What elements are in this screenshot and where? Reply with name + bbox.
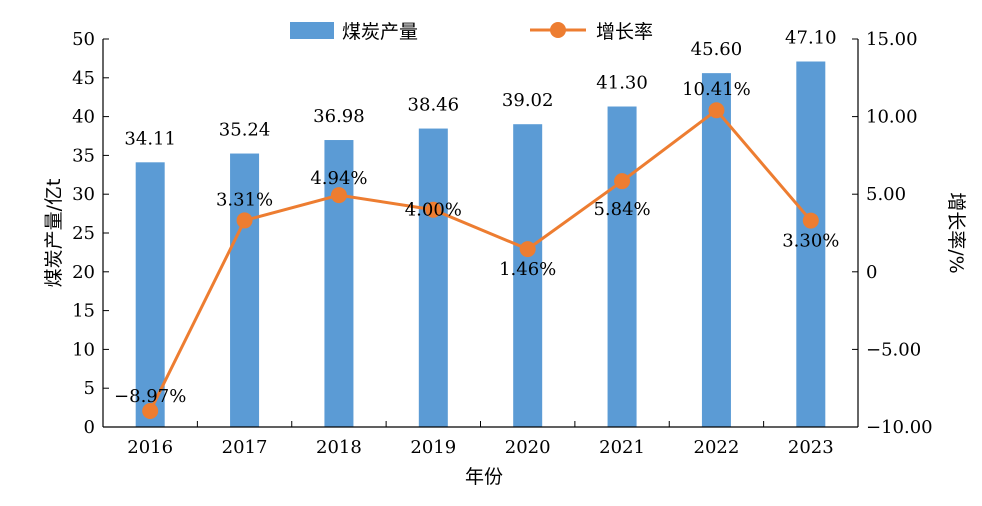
y-tick-label: 25 bbox=[72, 223, 95, 244]
line-series bbox=[142, 102, 819, 420]
x-tick-label: 2020 bbox=[505, 437, 551, 458]
legend: 煤炭产量 增长率 bbox=[290, 21, 653, 43]
y-axis-label: 煤炭产量/亿t bbox=[43, 179, 65, 288]
growth-rate-line bbox=[148, 108, 812, 412]
legend-label-bar: 煤炭产量 bbox=[342, 21, 418, 43]
data-labels: 34.11 35.24 36.98 38.46 39.02 41.30 45.60 47.10… bbox=[114, 28, 839, 408]
y2-tick-label: 0 bbox=[866, 262, 877, 283]
x-tick-label: 2016 bbox=[127, 437, 173, 458]
growth-rate-point bbox=[614, 173, 631, 190]
bar-value-label: 39.02 bbox=[502, 90, 554, 111]
x-tick-label: 2022 bbox=[694, 437, 740, 458]
growth-rate-label: 4.94% bbox=[310, 168, 367, 189]
bar bbox=[513, 124, 543, 427]
bar bbox=[701, 73, 731, 428]
y-tick-label: 45 bbox=[72, 68, 95, 89]
y-tick-label: 10 bbox=[72, 339, 95, 360]
x-axis-label: 年份 bbox=[465, 466, 503, 488]
bar-value-label: 36.98 bbox=[313, 106, 365, 127]
bar bbox=[230, 153, 260, 427]
growth-rate-label: 3.31% bbox=[216, 189, 273, 210]
y2-tick-label: −5.00 bbox=[866, 339, 921, 360]
growth-rate-label: 3.30% bbox=[782, 231, 839, 252]
y2-tick-label: 10.00 bbox=[866, 107, 918, 128]
x-tick-label: 2018 bbox=[316, 437, 362, 458]
bar bbox=[135, 162, 165, 427]
growth-rate-label: 5.84% bbox=[593, 199, 650, 220]
y2-axis-label: 增长率/% bbox=[945, 192, 967, 273]
y-tick-label: 20 bbox=[72, 262, 95, 283]
axes: 0 5 10 15 20 25 30 35 40 45 50 −10.00 −5.00 0 5.00 10.0… bbox=[72, 29, 933, 458]
legend-swatch-marker bbox=[550, 22, 566, 38]
growth-rate-label: 1.46% bbox=[499, 259, 556, 280]
y-tick-label: 5 bbox=[84, 378, 95, 399]
x-tick-label: 2021 bbox=[599, 437, 645, 458]
bar bbox=[418, 128, 448, 427]
legend-label-line: 增长率 bbox=[596, 21, 653, 43]
growth-rate-point bbox=[425, 201, 442, 218]
growth-rate-point bbox=[142, 403, 159, 420]
growth-rate-point bbox=[802, 212, 819, 229]
growth-rate-point bbox=[519, 241, 536, 258]
y-tick-label: 0 bbox=[84, 417, 95, 438]
bar-value-label: 35.24 bbox=[219, 120, 271, 141]
y-tick-label: 40 bbox=[72, 107, 95, 128]
bar-value-label: 38.46 bbox=[408, 95, 460, 116]
x-tick-label: 2023 bbox=[788, 437, 834, 458]
growth-rate-label: 10.41% bbox=[682, 79, 751, 100]
growth-rate-point bbox=[236, 212, 253, 229]
growth-rate-label: −8.97% bbox=[114, 386, 186, 407]
y-tick-label: 35 bbox=[72, 145, 95, 166]
legend-swatch-bar bbox=[290, 22, 334, 39]
y-tick-label: 50 bbox=[72, 29, 95, 50]
bar bbox=[796, 61, 826, 428]
bar-series bbox=[135, 61, 826, 428]
y-tick-label: 30 bbox=[72, 184, 95, 205]
bar-value-label: 47.10 bbox=[785, 28, 837, 49]
y2-tick-label: −10.00 bbox=[866, 417, 933, 438]
bar bbox=[607, 106, 637, 428]
y-tick-label: 15 bbox=[72, 301, 95, 322]
bar-value-label: 45.60 bbox=[691, 39, 743, 60]
x-tick-label: 2019 bbox=[410, 437, 456, 458]
bar-value-label: 41.30 bbox=[596, 73, 648, 94]
growth-rate-label: 4.00% bbox=[405, 200, 462, 221]
growth-rate-point bbox=[708, 102, 725, 119]
y2-tick-label: 5.00 bbox=[866, 184, 906, 205]
y2-tick-label: 15.00 bbox=[866, 29, 918, 50]
x-tick-label: 2017 bbox=[222, 437, 268, 458]
growth-rate-point bbox=[330, 187, 347, 204]
bar-value-label: 34.11 bbox=[124, 128, 176, 149]
